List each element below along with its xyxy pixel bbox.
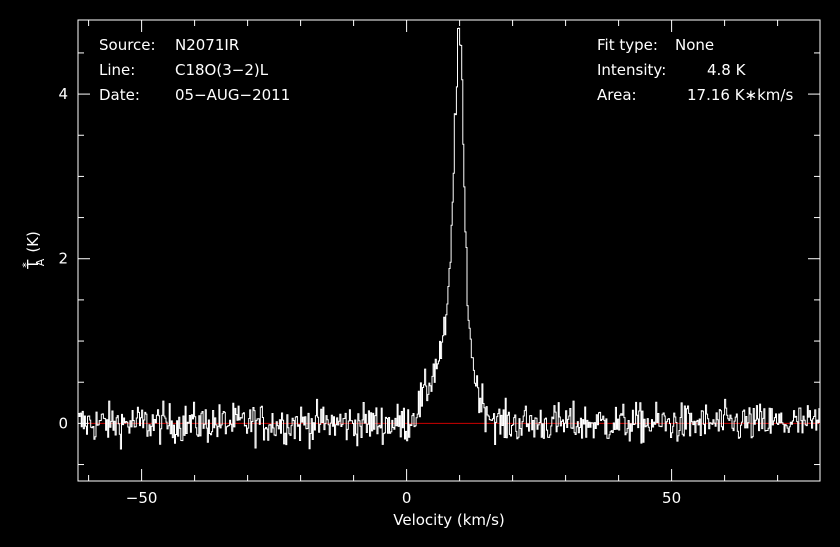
y-axis-title-unit: (K)	[24, 231, 42, 253]
y-axis-title-main: T	[24, 259, 42, 270]
line-key: Line:	[99, 61, 136, 79]
date-key: Date:	[99, 86, 140, 104]
date-value: 05−AUG−2011	[175, 86, 291, 104]
axis-ticks: −50 0 50 0 2 4	[58, 20, 820, 507]
x-tick-label: 0	[402, 489, 412, 507]
source-value: N2071IR	[175, 36, 240, 54]
y-axis-title: T*A (K)	[20, 231, 47, 270]
y-axis-title-sup: *	[20, 262, 33, 268]
intensity-key: Intensity:	[597, 61, 667, 79]
x-axis-title: Velocity (km/s)	[393, 511, 504, 529]
fit-type-value: None	[675, 36, 715, 54]
line-value: C18O(3−2)L	[175, 61, 269, 79]
y-tick-label: 0	[58, 414, 68, 432]
y-tick-label: 2	[58, 250, 68, 268]
x-tick-label: −50	[126, 489, 158, 507]
source-key: Source:	[99, 36, 156, 54]
area-key: Area:	[597, 86, 637, 104]
spectrum-line	[78, 27, 820, 450]
fit-type-key: Fit type:	[597, 36, 658, 54]
area-value: 17.16 K∗km/s	[687, 86, 794, 104]
x-tick-label: 50	[662, 489, 681, 507]
plot-frame	[77, 19, 821, 482]
intensity-value: 4.8 K	[707, 61, 746, 79]
svg-text:T*A(K): T*A (K)	[20, 231, 47, 270]
y-tick-label: 4	[58, 85, 68, 103]
y-axis-title-sub: A	[34, 258, 47, 266]
